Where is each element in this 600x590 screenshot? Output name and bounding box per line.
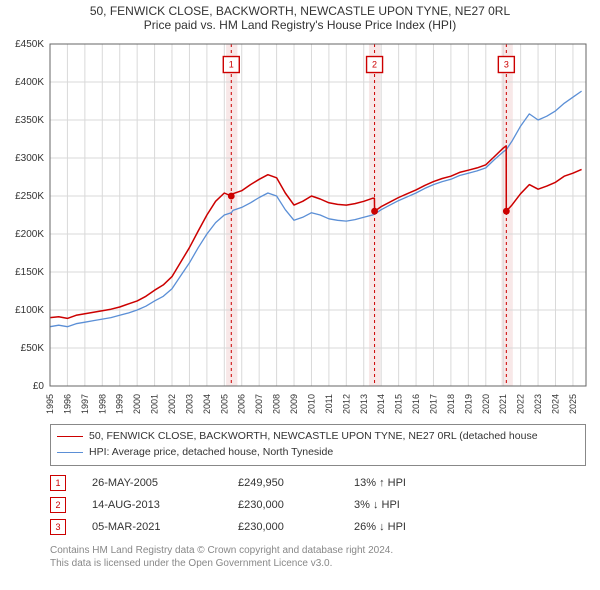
- event-price: £230,000: [238, 499, 328, 511]
- svg-text:2025: 2025: [568, 394, 578, 414]
- svg-text:£450K: £450K: [15, 39, 44, 50]
- svg-text:2013: 2013: [359, 394, 369, 414]
- svg-text:2004: 2004: [202, 394, 212, 414]
- event-pct: 26% ↓ HPI: [354, 521, 464, 533]
- svg-text:2: 2: [372, 60, 377, 70]
- svg-text:£400K: £400K: [15, 77, 44, 88]
- svg-text:2012: 2012: [341, 394, 351, 414]
- event-marker: 2: [50, 497, 66, 513]
- svg-text:1996: 1996: [62, 394, 72, 414]
- svg-text:2014: 2014: [376, 394, 386, 414]
- svg-text:3: 3: [504, 60, 509, 70]
- svg-text:2019: 2019: [463, 394, 473, 414]
- svg-text:2022: 2022: [516, 394, 526, 414]
- legend: 50, FENWICK CLOSE, BACKWORTH, NEWCASTLE …: [50, 424, 586, 466]
- event-row: 2 14-AUG-2013 £230,000 3% ↓ HPI: [50, 494, 586, 516]
- chart-svg: £0 £50K £100K £150K £200K £250K £300K £350K £400…: [0, 38, 600, 418]
- svg-text:2000: 2000: [132, 394, 142, 414]
- svg-text:2015: 2015: [394, 394, 404, 414]
- footer-attribution: Contains HM Land Registry data © Crown c…: [50, 544, 586, 571]
- event-row: 3 05-MAR-2021 £230,000 26% ↓ HPI: [50, 516, 586, 538]
- legend-row: HPI: Average price, detached house, Nort…: [57, 445, 579, 461]
- svg-text:2002: 2002: [167, 394, 177, 414]
- svg-text:2007: 2007: [254, 394, 264, 414]
- price-chart: £0 £50K £100K £150K £200K £250K £300K £350K £400…: [0, 38, 600, 418]
- svg-text:1998: 1998: [97, 394, 107, 414]
- svg-text:1997: 1997: [80, 394, 90, 414]
- event-marker: 1: [50, 475, 66, 491]
- svg-text:2008: 2008: [272, 394, 282, 414]
- svg-text:2011: 2011: [324, 394, 334, 413]
- svg-text:£250K: £250K: [15, 191, 44, 202]
- event-date: 14-AUG-2013: [92, 499, 212, 511]
- svg-text:1: 1: [229, 60, 234, 70]
- svg-text:£50K: £50K: [21, 343, 45, 354]
- svg-text:£200K: £200K: [15, 229, 44, 240]
- svg-text:£100K: £100K: [15, 305, 44, 316]
- event-marker: 3: [50, 519, 66, 535]
- legend-label: HPI: Average price, detached house, Nort…: [89, 445, 333, 461]
- legend-label: 50, FENWICK CLOSE, BACKWORTH, NEWCASTLE …: [89, 429, 538, 445]
- event-price: £230,000: [238, 521, 328, 533]
- svg-text:2010: 2010: [306, 394, 316, 414]
- svg-text:£0: £0: [33, 381, 45, 392]
- svg-text:2001: 2001: [150, 394, 160, 414]
- event-pct: 3% ↓ HPI: [354, 499, 464, 511]
- events-table: 1 26-MAY-2005 £249,950 13% ↑ HPI 2 14-AUG-201…: [50, 472, 586, 538]
- event-pct: 13% ↑ HPI: [354, 477, 464, 489]
- svg-text:2009: 2009: [289, 394, 299, 414]
- page-title: 50, FENWICK CLOSE, BACKWORTH, NEWCASTLE …: [0, 0, 600, 18]
- svg-text:2018: 2018: [446, 394, 456, 414]
- svg-text:1995: 1995: [45, 394, 55, 414]
- legend-row: 50, FENWICK CLOSE, BACKWORTH, NEWCASTLE …: [57, 429, 579, 445]
- page-subtitle: Price paid vs. HM Land Registry's House …: [0, 18, 600, 38]
- footer-line-2: This data is licensed under the Open Gov…: [50, 557, 586, 571]
- event-date: 26-MAY-2005: [92, 477, 212, 489]
- svg-text:2003: 2003: [184, 394, 194, 414]
- svg-text:1999: 1999: [115, 394, 125, 414]
- svg-text:£300K: £300K: [15, 153, 44, 164]
- svg-text:2021: 2021: [498, 394, 508, 414]
- svg-text:2020: 2020: [481, 394, 491, 414]
- svg-text:£350K: £350K: [15, 115, 44, 126]
- svg-text:2024: 2024: [550, 394, 560, 414]
- svg-text:2017: 2017: [428, 394, 438, 414]
- svg-text:2023: 2023: [533, 394, 543, 414]
- svg-text:2006: 2006: [237, 394, 247, 414]
- legend-swatch: [57, 436, 83, 437]
- svg-text:2005: 2005: [219, 394, 229, 414]
- event-date: 05-MAR-2021: [92, 521, 212, 533]
- footer-line-1: Contains HM Land Registry data © Crown c…: [50, 544, 586, 558]
- event-price: £249,950: [238, 477, 328, 489]
- legend-swatch: [57, 452, 83, 453]
- event-row: 1 26-MAY-2005 £249,950 13% ↑ HPI: [50, 472, 586, 494]
- svg-text:2016: 2016: [411, 394, 421, 414]
- svg-text:£150K: £150K: [15, 267, 44, 278]
